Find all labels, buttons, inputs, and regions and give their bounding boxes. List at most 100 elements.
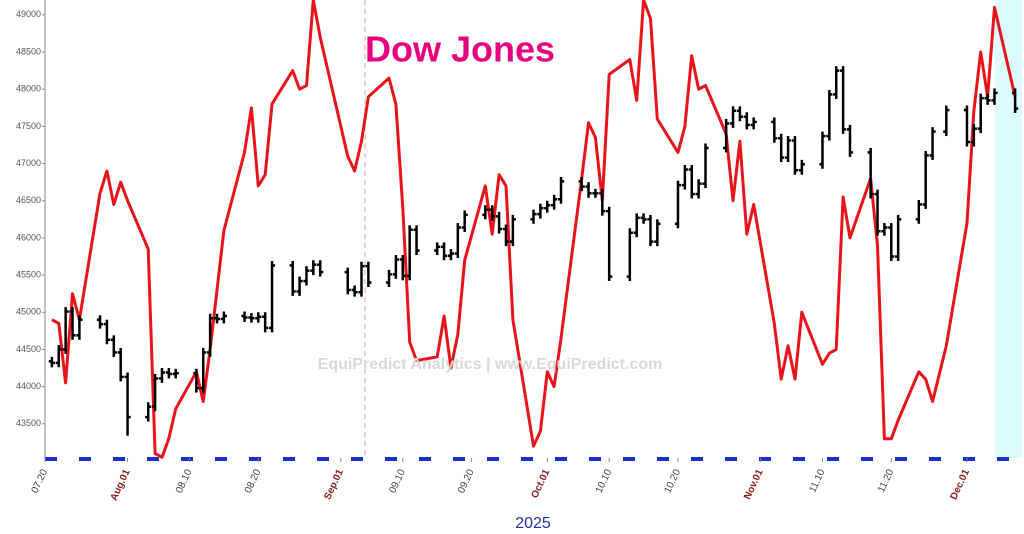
ohlc-bar — [310, 260, 317, 276]
ohlc-bar — [681, 165, 688, 190]
ohlc-bar — [888, 223, 895, 261]
ohlc-bar — [544, 200, 551, 213]
y-tick-label: 45000 — [16, 307, 41, 317]
ohlc-bar — [172, 368, 179, 379]
ohlc-bar — [117, 347, 124, 382]
oscillator-line — [51, 0, 1017, 459]
ohlc-bar — [55, 344, 62, 368]
ohlc-bar — [110, 335, 117, 357]
ohlc-bar — [606, 206, 613, 282]
ohlc-bar — [213, 313, 221, 324]
ohlc-bar — [599, 188, 606, 216]
x-tick-label: 09.10 — [387, 467, 408, 495]
x-tick-label: Sep.01 — [322, 467, 346, 501]
ohlc-bar — [592, 188, 599, 198]
watermark: EquiPredict Analytics | www.EquiPredict.… — [318, 356, 663, 373]
ohlc-bar — [840, 66, 847, 134]
highlight-band — [995, 0, 1022, 458]
ohlc-bar — [454, 223, 461, 258]
ohlc-bar — [351, 285, 358, 297]
y-tick-label: 44500 — [16, 344, 41, 354]
ohlc-bar — [626, 228, 633, 282]
y-tick-label: 44000 — [16, 381, 41, 391]
ohlc-bar — [895, 214, 902, 261]
ohlc-bar — [447, 249, 455, 261]
ohlc-bar — [124, 372, 131, 436]
ohlc-bar — [268, 260, 276, 333]
ohlc-bar — [262, 312, 269, 333]
x-axis-label: 2025 — [515, 515, 551, 532]
ohlc-bar — [826, 89, 833, 141]
y-tick-label: 46500 — [16, 195, 41, 205]
ohlc-bar — [991, 88, 998, 105]
ohlc-bar — [695, 179, 702, 199]
ohlc-bar — [344, 267, 351, 295]
ohlc-bar — [62, 307, 69, 354]
ohlc-bar — [502, 224, 510, 247]
ohlc-bar — [867, 147, 874, 199]
ohlc-bar — [317, 260, 324, 277]
ohlc-bar — [743, 112, 750, 130]
ohlc-bar — [963, 105, 971, 147]
ohlc-bar — [193, 368, 200, 393]
ohlc-bar — [833, 66, 840, 99]
chart-title: Dow Jones — [365, 29, 555, 70]
ohlc-bar — [392, 255, 399, 279]
ohlc-bar — [874, 189, 881, 236]
ohlc-bar — [915, 200, 922, 224]
y-tick-label: 45500 — [16, 269, 41, 279]
ohlc-bar — [530, 209, 537, 224]
ohlc-bar — [385, 269, 393, 287]
ohlc-bar — [736, 106, 744, 122]
x-tick-label: Oct.01 — [529, 467, 552, 500]
ohlc-bar — [729, 106, 737, 128]
ohlc-bar — [399, 255, 406, 281]
ohlc-bar — [585, 182, 592, 198]
x-tick-label: 10.10 — [594, 467, 615, 495]
ohlc-bar — [289, 260, 296, 296]
ohlc-bar — [922, 150, 929, 209]
ohlc-bar — [165, 368, 172, 379]
ohlc-bar — [654, 219, 661, 247]
ohlc-bar — [296, 276, 303, 296]
ohlc-bar — [365, 261, 372, 287]
ohlc-bar — [784, 136, 792, 163]
y-tick-label: 48000 — [16, 84, 41, 94]
x-tick-label: Aug.01 — [109, 467, 133, 502]
ohlc-bar — [702, 143, 709, 189]
y-tick-label: 47000 — [16, 158, 41, 168]
ohlc-bar — [158, 368, 166, 383]
x-tick-label: 11.10 — [807, 467, 827, 494]
ohlc-bar — [200, 347, 207, 393]
x-tick-label: 10.20 — [663, 467, 684, 495]
ohlc-bar — [303, 266, 310, 286]
ohlc-bar — [551, 194, 558, 210]
ohlc-bar — [647, 214, 654, 247]
ohlc-bar — [255, 312, 262, 323]
ohlc-bar — [145, 402, 152, 422]
ohlc-bar — [640, 213, 647, 224]
x-tick-label: 09.20 — [456, 467, 477, 495]
ohlc-bar — [1012, 88, 1019, 114]
ohlc-bar — [496, 211, 503, 234]
ohlc-bar — [778, 133, 785, 163]
y-tick-label: 48500 — [16, 46, 41, 56]
ohlc-bar — [791, 136, 799, 175]
plot-area — [48, 0, 1019, 459]
ohlc-bar — [489, 205, 496, 221]
ohlc-bar — [819, 131, 826, 169]
y-tick-label: 49000 — [16, 9, 41, 19]
x-tick-label: 08.20 — [243, 467, 264, 495]
ohlc-bar — [509, 214, 516, 247]
ohlc-bar — [970, 124, 977, 147]
ohlc-bar — [557, 176, 565, 204]
ohlc-bar — [220, 311, 227, 324]
ohlc-bar — [881, 223, 888, 236]
ohlc-bar — [76, 315, 83, 340]
ohlc-bar — [674, 180, 682, 229]
ohlc-bar — [207, 313, 214, 357]
y-tick-label: 46000 — [16, 232, 41, 242]
ohlc-bar — [248, 313, 255, 323]
ohlc-bar — [406, 225, 413, 281]
